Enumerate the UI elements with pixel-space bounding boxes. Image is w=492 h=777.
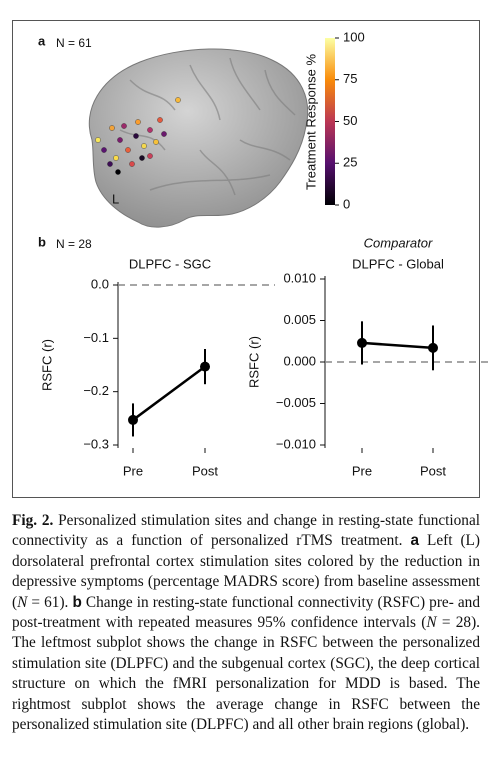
y-tick-label: 0.000 [283,353,316,368]
colorbar-tick-label: 75 [343,71,357,86]
caption-text: = 28). The leftmost subplot shows the ch… [12,614,480,734]
caption: Fig. 2. Personalized stimulation sites a… [12,511,480,735]
y-axis-label: RSFC (r) [39,339,54,391]
chart-subtitle: Comparator [364,235,433,250]
y-tick-label: −0.010 [276,436,316,451]
y-axis-label: RSFC (r) [246,336,261,388]
y-tick-label: −0.1 [83,330,109,345]
region-label: L [112,191,119,206]
brain-illustration [88,48,309,228]
y-tick-label: 0.010 [283,270,316,285]
line [132,365,206,421]
chart-title: DLPFC - Global [352,256,444,271]
x-tick-label: Post [192,463,218,478]
x-tick-label: Pre [123,463,143,478]
caption-italic: N [426,614,437,632]
caption-panel-ref: a [410,532,419,550]
caption-text: Left (L) dorsolateral prefrontal cortex … [12,532,480,611]
caption-text: = 61). [27,593,73,611]
colorbar-tick-label: 25 [343,155,357,170]
caption-label: Fig. 2. [12,512,54,529]
y-tick-label: −0.3 [83,436,109,451]
point [428,342,438,353]
caption-panel-ref: b [72,593,82,611]
y-tick-label: 0.0 [91,276,109,291]
panel-label: a [38,33,46,48]
x-tick-label: Post [420,463,446,478]
colorbar-title: Treatment Response % [303,54,318,191]
point [357,337,367,348]
chart-title: DLPFC - SGC [129,256,211,271]
figure: a N = 61 L Treatment Response % b N = 28… [38,29,492,478]
caption-text: Change in resting-state functional conne… [12,593,480,632]
caption-italic: N [17,593,28,611]
y-tick-label: −0.2 [83,383,109,398]
colorbar-tick-label: 50 [343,113,357,128]
y-tick-label: −0.005 [276,395,316,410]
point [128,414,138,425]
figure-frame [12,20,480,498]
line [361,341,434,350]
caption-text: Personalized stimulation sites and chang… [12,512,480,550]
panel-label: b [38,234,46,249]
sample-size: N = 28 [56,237,92,251]
colorbar-tick-label: 100 [343,29,365,44]
x-tick-label: Pre [352,463,372,478]
y-tick-label: 0.005 [283,312,316,327]
colorbar [325,38,335,205]
point [200,361,210,372]
sample-size: N = 61 [56,36,92,50]
colorbar-tick-label: 0 [343,196,350,211]
